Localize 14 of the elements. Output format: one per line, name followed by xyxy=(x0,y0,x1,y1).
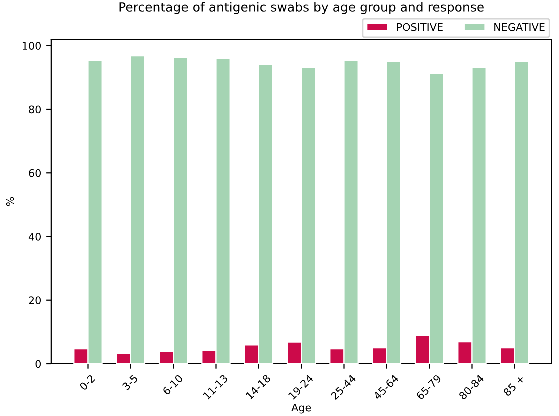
x-tick-label: 3-5 xyxy=(122,374,138,391)
chart-title: Percentage of antigenic swabs by age group and response xyxy=(120,2,484,14)
y-tick-label: 60 xyxy=(29,169,42,178)
y-tick-label: 40 xyxy=(28,232,42,241)
x-tick-label: 0-2 xyxy=(79,374,96,391)
x-tick-label: 85 + xyxy=(503,374,526,397)
legend-label: NEGATIVE xyxy=(494,23,545,32)
y-tick-label: 100 xyxy=(22,42,42,50)
y-tick-label: 0 xyxy=(36,360,42,368)
legend-label: POSITIVE xyxy=(397,23,443,32)
y-tick-label: 80 xyxy=(29,106,42,114)
y-tick-label: 20 xyxy=(29,296,42,304)
y-axis-title: % xyxy=(6,197,14,206)
x-axis-title: Age xyxy=(292,404,312,414)
